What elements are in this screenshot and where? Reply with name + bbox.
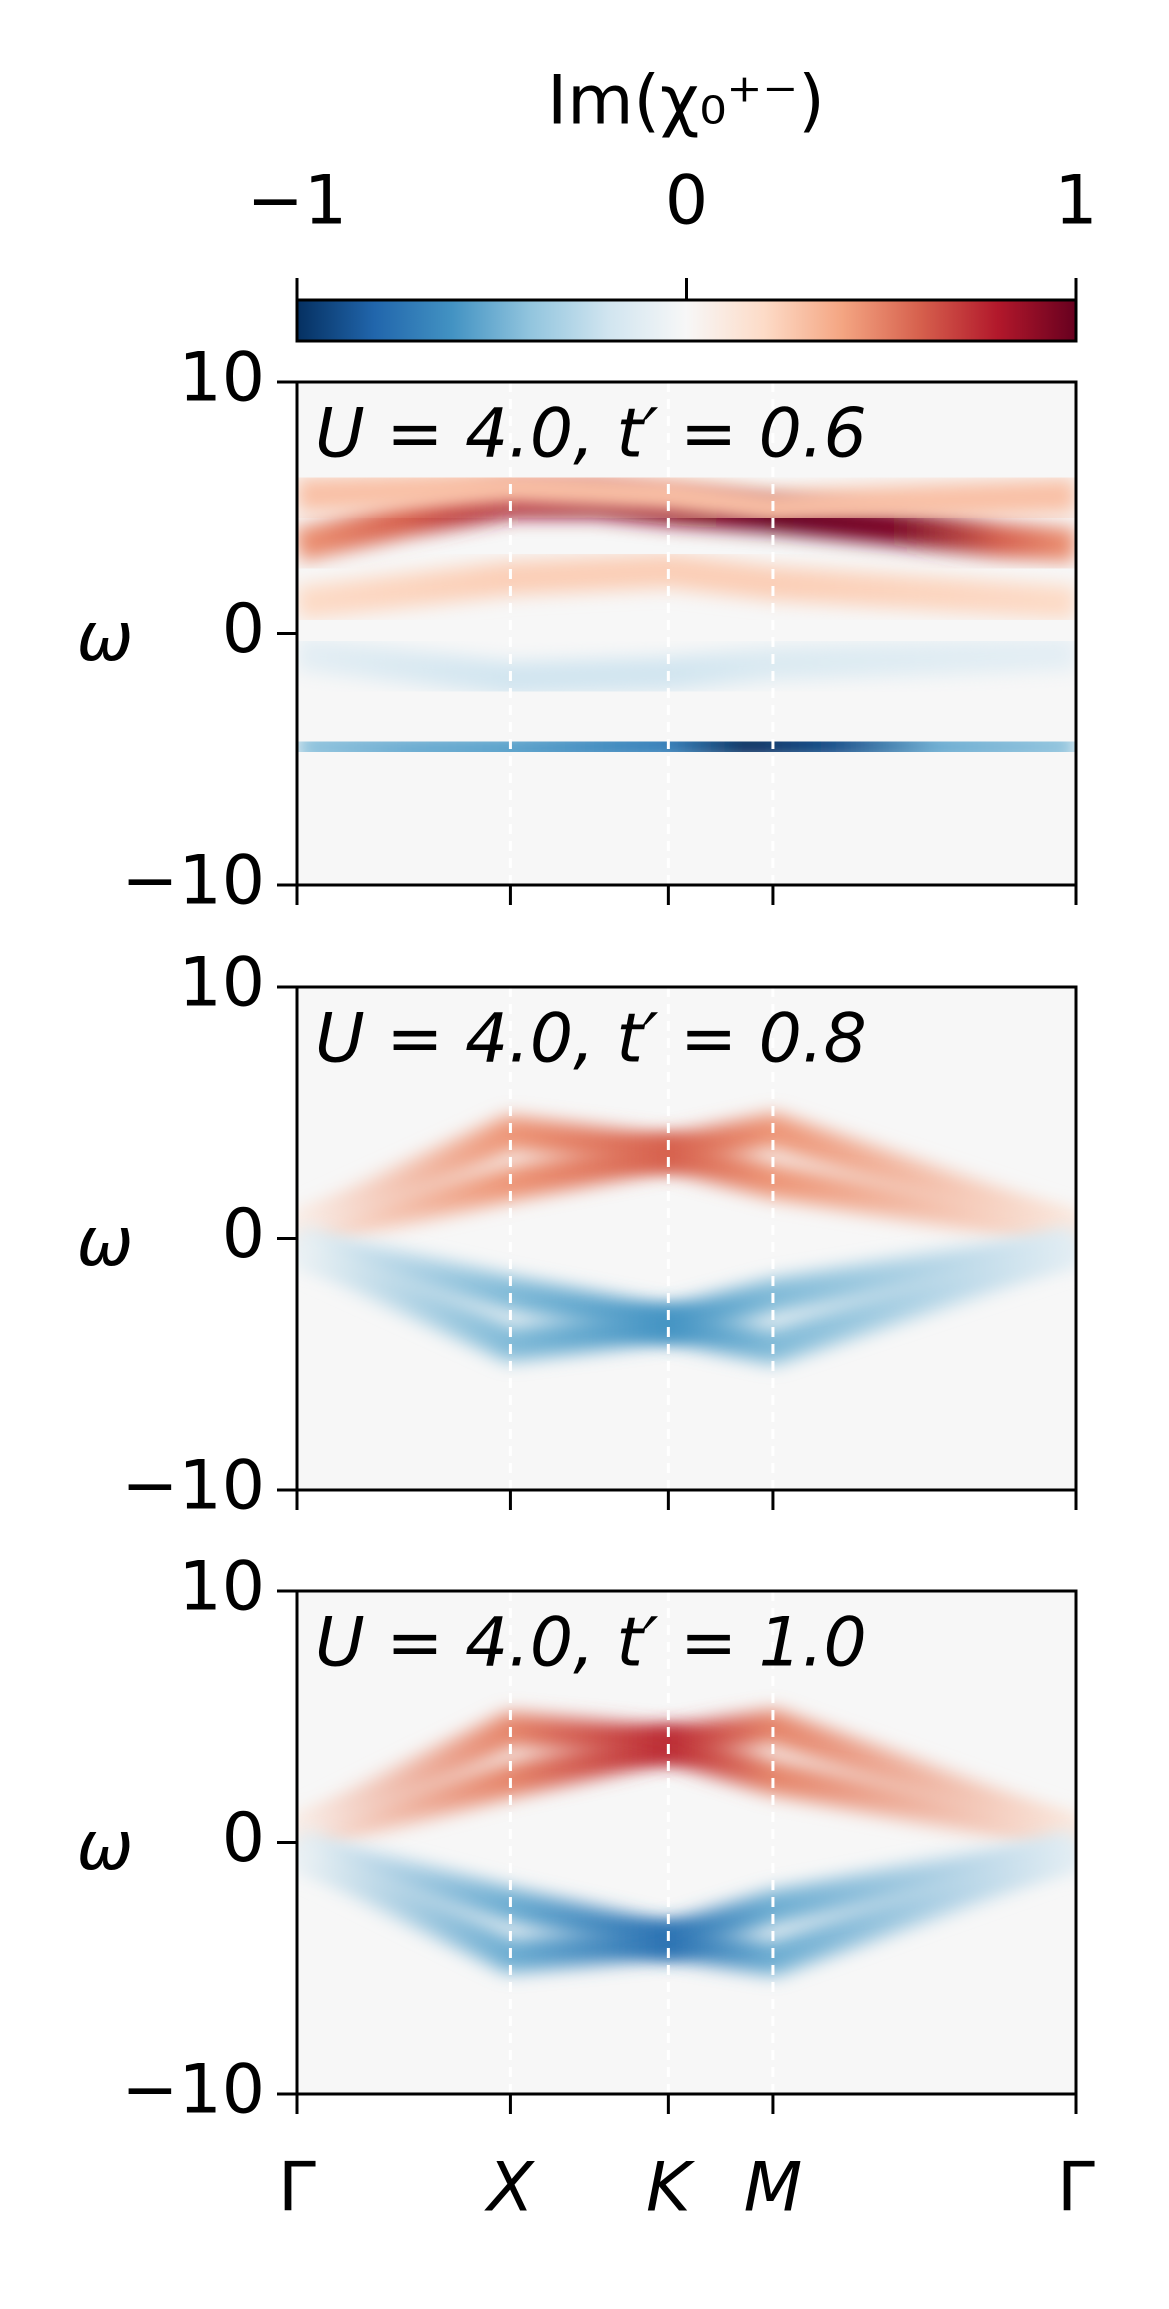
y-axis-label: ω (77, 598, 134, 677)
y-tick-label: 10 (178, 1548, 265, 1627)
y-tick-label: 0 (222, 590, 265, 669)
panel-background (297, 382, 1076, 885)
y-tick-label: 0 (222, 1195, 265, 1274)
panel-frame (295, 985, 1078, 1492)
x-tick-label: K (646, 2149, 696, 2228)
colorbar (295, 298, 1078, 343)
y-tick-label: 10 (178, 944, 265, 1023)
x-tick-label: Γ (278, 2149, 316, 2228)
panel-annotation: U = 4.0, t′ = 1.0 (315, 1604, 867, 1683)
x-tick-label: M (744, 2149, 803, 2228)
panel-background (297, 987, 1076, 1490)
y-tick-label: 10 (178, 339, 265, 418)
colorbar-tick-label: 0 (665, 162, 708, 241)
panel-frame (295, 1589, 1078, 2096)
colorbar-tick-label: −1 (247, 162, 347, 241)
y-tick-label: −10 (121, 1447, 265, 1526)
spectral-band (297, 470, 1076, 525)
y-axis-label: ω (77, 1203, 134, 1282)
y-axis-label: ω (77, 1807, 134, 1886)
panel-background (297, 1591, 1076, 2094)
spectral-band (297, 1229, 1076, 1362)
y-tick-label: 0 (222, 1799, 265, 1878)
y-tick-label: −10 (121, 2051, 265, 2130)
panel-annotation: U = 4.0, t′ = 0.6 (315, 395, 867, 474)
spectral-band (297, 727, 1076, 767)
heatmap (297, 1113, 1076, 1364)
colorbar-tick-label: 1 (1054, 162, 1097, 241)
spectral-band (297, 1115, 1076, 1248)
panel-frame (295, 380, 1078, 887)
panel-annotation: U = 4.0, t′ = 0.8 (315, 1000, 867, 1079)
y-tick-label: −10 (121, 842, 265, 921)
colorbar-title: Im(χ₀⁺⁻) (547, 62, 825, 141)
x-tick-label: Γ (1057, 2149, 1095, 2228)
x-tick-label: X (484, 2149, 535, 2228)
